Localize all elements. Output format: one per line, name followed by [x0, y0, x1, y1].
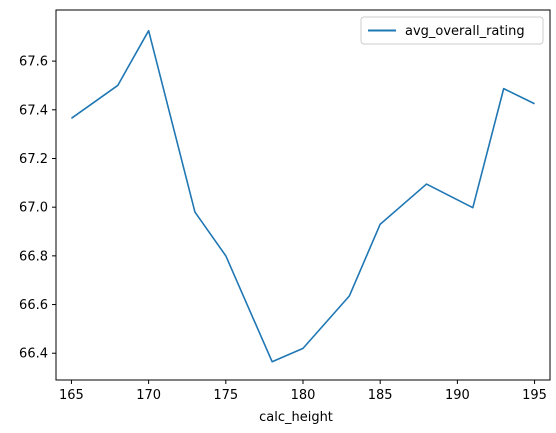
x-tick-label: 190: [445, 388, 470, 403]
series-layer: [70, 29, 535, 363]
x-axis-label: calc_height: [259, 410, 333, 425]
y-tick-label: 67.2: [19, 152, 48, 167]
legend-entry-avg-overall-rating: avg_overall_rating: [405, 24, 525, 39]
legend: avg_overall_rating: [360, 16, 544, 45]
y-tick-label: 67.4: [19, 103, 48, 118]
y-tick-label: 66.6: [19, 298, 48, 313]
x-tick-label: 185: [368, 388, 393, 403]
x-tick-label: 180: [291, 388, 316, 403]
y-tick-label: 67.6: [19, 55, 48, 70]
x-tick-label: 175: [213, 388, 238, 403]
x-tick-label: 195: [522, 388, 547, 403]
x-axis-ticks: 165 170 175 180 185 190 195: [59, 380, 547, 403]
legend-frame: [360, 16, 544, 45]
y-tick-label: 67.0: [19, 201, 48, 216]
y-axis-ticks: 66.4 66.6 66.8 67.0 67.2 67.4 67.6: [19, 55, 56, 362]
x-tick-label: 165: [59, 388, 84, 403]
y-tick-label: 66.8: [19, 249, 48, 264]
y-tick-label: 66.4: [19, 347, 48, 362]
x-tick-label: 170: [136, 388, 161, 403]
